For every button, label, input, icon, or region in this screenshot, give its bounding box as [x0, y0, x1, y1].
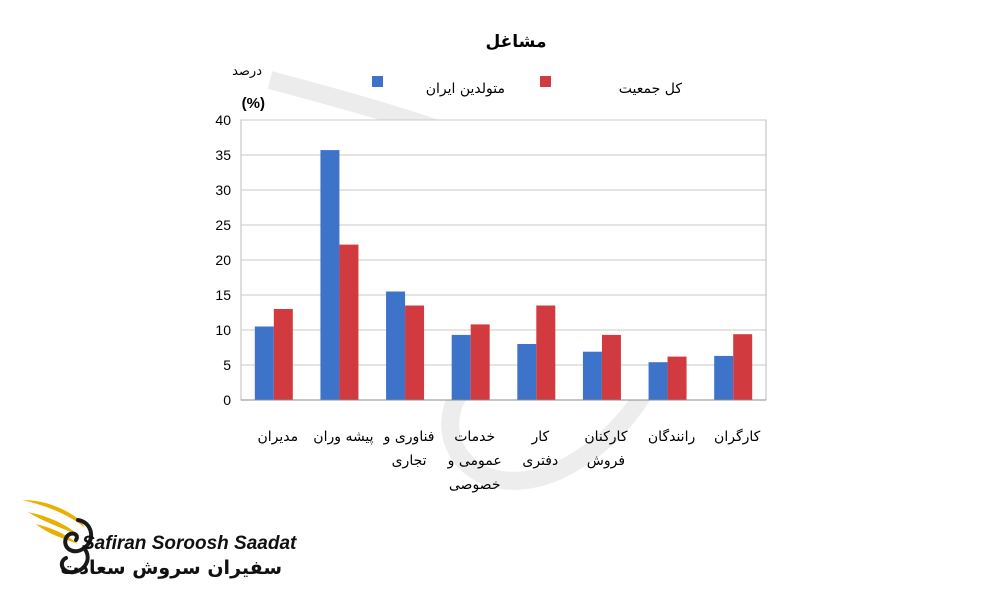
category-label: فروش [587, 453, 625, 469]
bar-total-4 [536, 305, 556, 400]
bar-total-7 [733, 334, 753, 400]
y-axis-ticks: 0 5 10 15 20 25 30 35 40 [215, 112, 231, 408]
bar-total-2 [405, 305, 425, 400]
y-tick-label: 20 [215, 252, 231, 268]
y-axis-label: درصد [232, 64, 262, 79]
legend-label-total: کل جمعیت [619, 81, 683, 97]
category-label: خدمات [454, 429, 495, 445]
bar-iran-born-2 [386, 291, 406, 400]
legend-swatch-total [540, 76, 551, 87]
category-label: رانندگان [648, 428, 695, 445]
y-tick-label: 0 [223, 392, 231, 408]
y-tick-label: 40 [215, 112, 231, 128]
legend-swatch-iran-born [372, 76, 383, 87]
bar-iran-born-5 [582, 351, 602, 400]
category-label: پیشه وران [313, 429, 373, 445]
category-label: کارکنان [584, 429, 627, 445]
y-axis-unit: (%) [242, 95, 265, 112]
category-label: تجاری [392, 453, 427, 469]
brand-name-en: Safiran Soroosh Saadat [82, 533, 297, 554]
y-tick-label: 5 [223, 357, 231, 373]
bar-iran-born-3 [451, 334, 471, 400]
category-label: دفتری [522, 453, 558, 469]
category-label: عمومی و [447, 453, 502, 469]
bar-total-5 [601, 334, 621, 400]
bar-iran-born-6 [648, 362, 668, 400]
category-label: خصوصی [449, 477, 501, 493]
bars [254, 150, 753, 400]
legend-label-iran-born: متولدین ایران [426, 81, 505, 97]
bar-iran-born-0 [254, 326, 274, 400]
bar-iran-born-1 [320, 150, 340, 400]
y-tick-label: 15 [215, 287, 231, 303]
category-label: کار [530, 429, 549, 445]
legend: متولدین ایران کل جمعیت [372, 76, 682, 97]
brand-logo: Safiran Soroosh Saadat سفیران سروش سعادت [22, 500, 297, 579]
category-label: فناوری و [383, 429, 435, 445]
category-label: مدیران [257, 429, 298, 445]
y-tick-label: 35 [215, 147, 231, 163]
category-label: کارگران [714, 428, 761, 445]
y-tick-label: 30 [215, 182, 231, 198]
brand-name-fa: سفیران سروش سعادت [60, 557, 282, 579]
chart-title: مشاغل [486, 32, 547, 52]
x-axis-categories: مدیران پیشه وران فناوری و تجاری خدمات عمومی و… [257, 428, 760, 493]
bar-total-1 [339, 244, 359, 400]
bar-total-6 [667, 356, 687, 400]
swan-neck-icon [59, 518, 94, 575]
bar-total-3 [470, 324, 490, 400]
y-tick-label: 10 [215, 322, 231, 338]
wing-icon [22, 500, 85, 544]
bar-total-0 [273, 309, 293, 400]
bar-iran-born-4 [517, 344, 537, 400]
y-tick-label: 25 [215, 217, 231, 233]
bar-iran-born-7 [714, 355, 734, 400]
